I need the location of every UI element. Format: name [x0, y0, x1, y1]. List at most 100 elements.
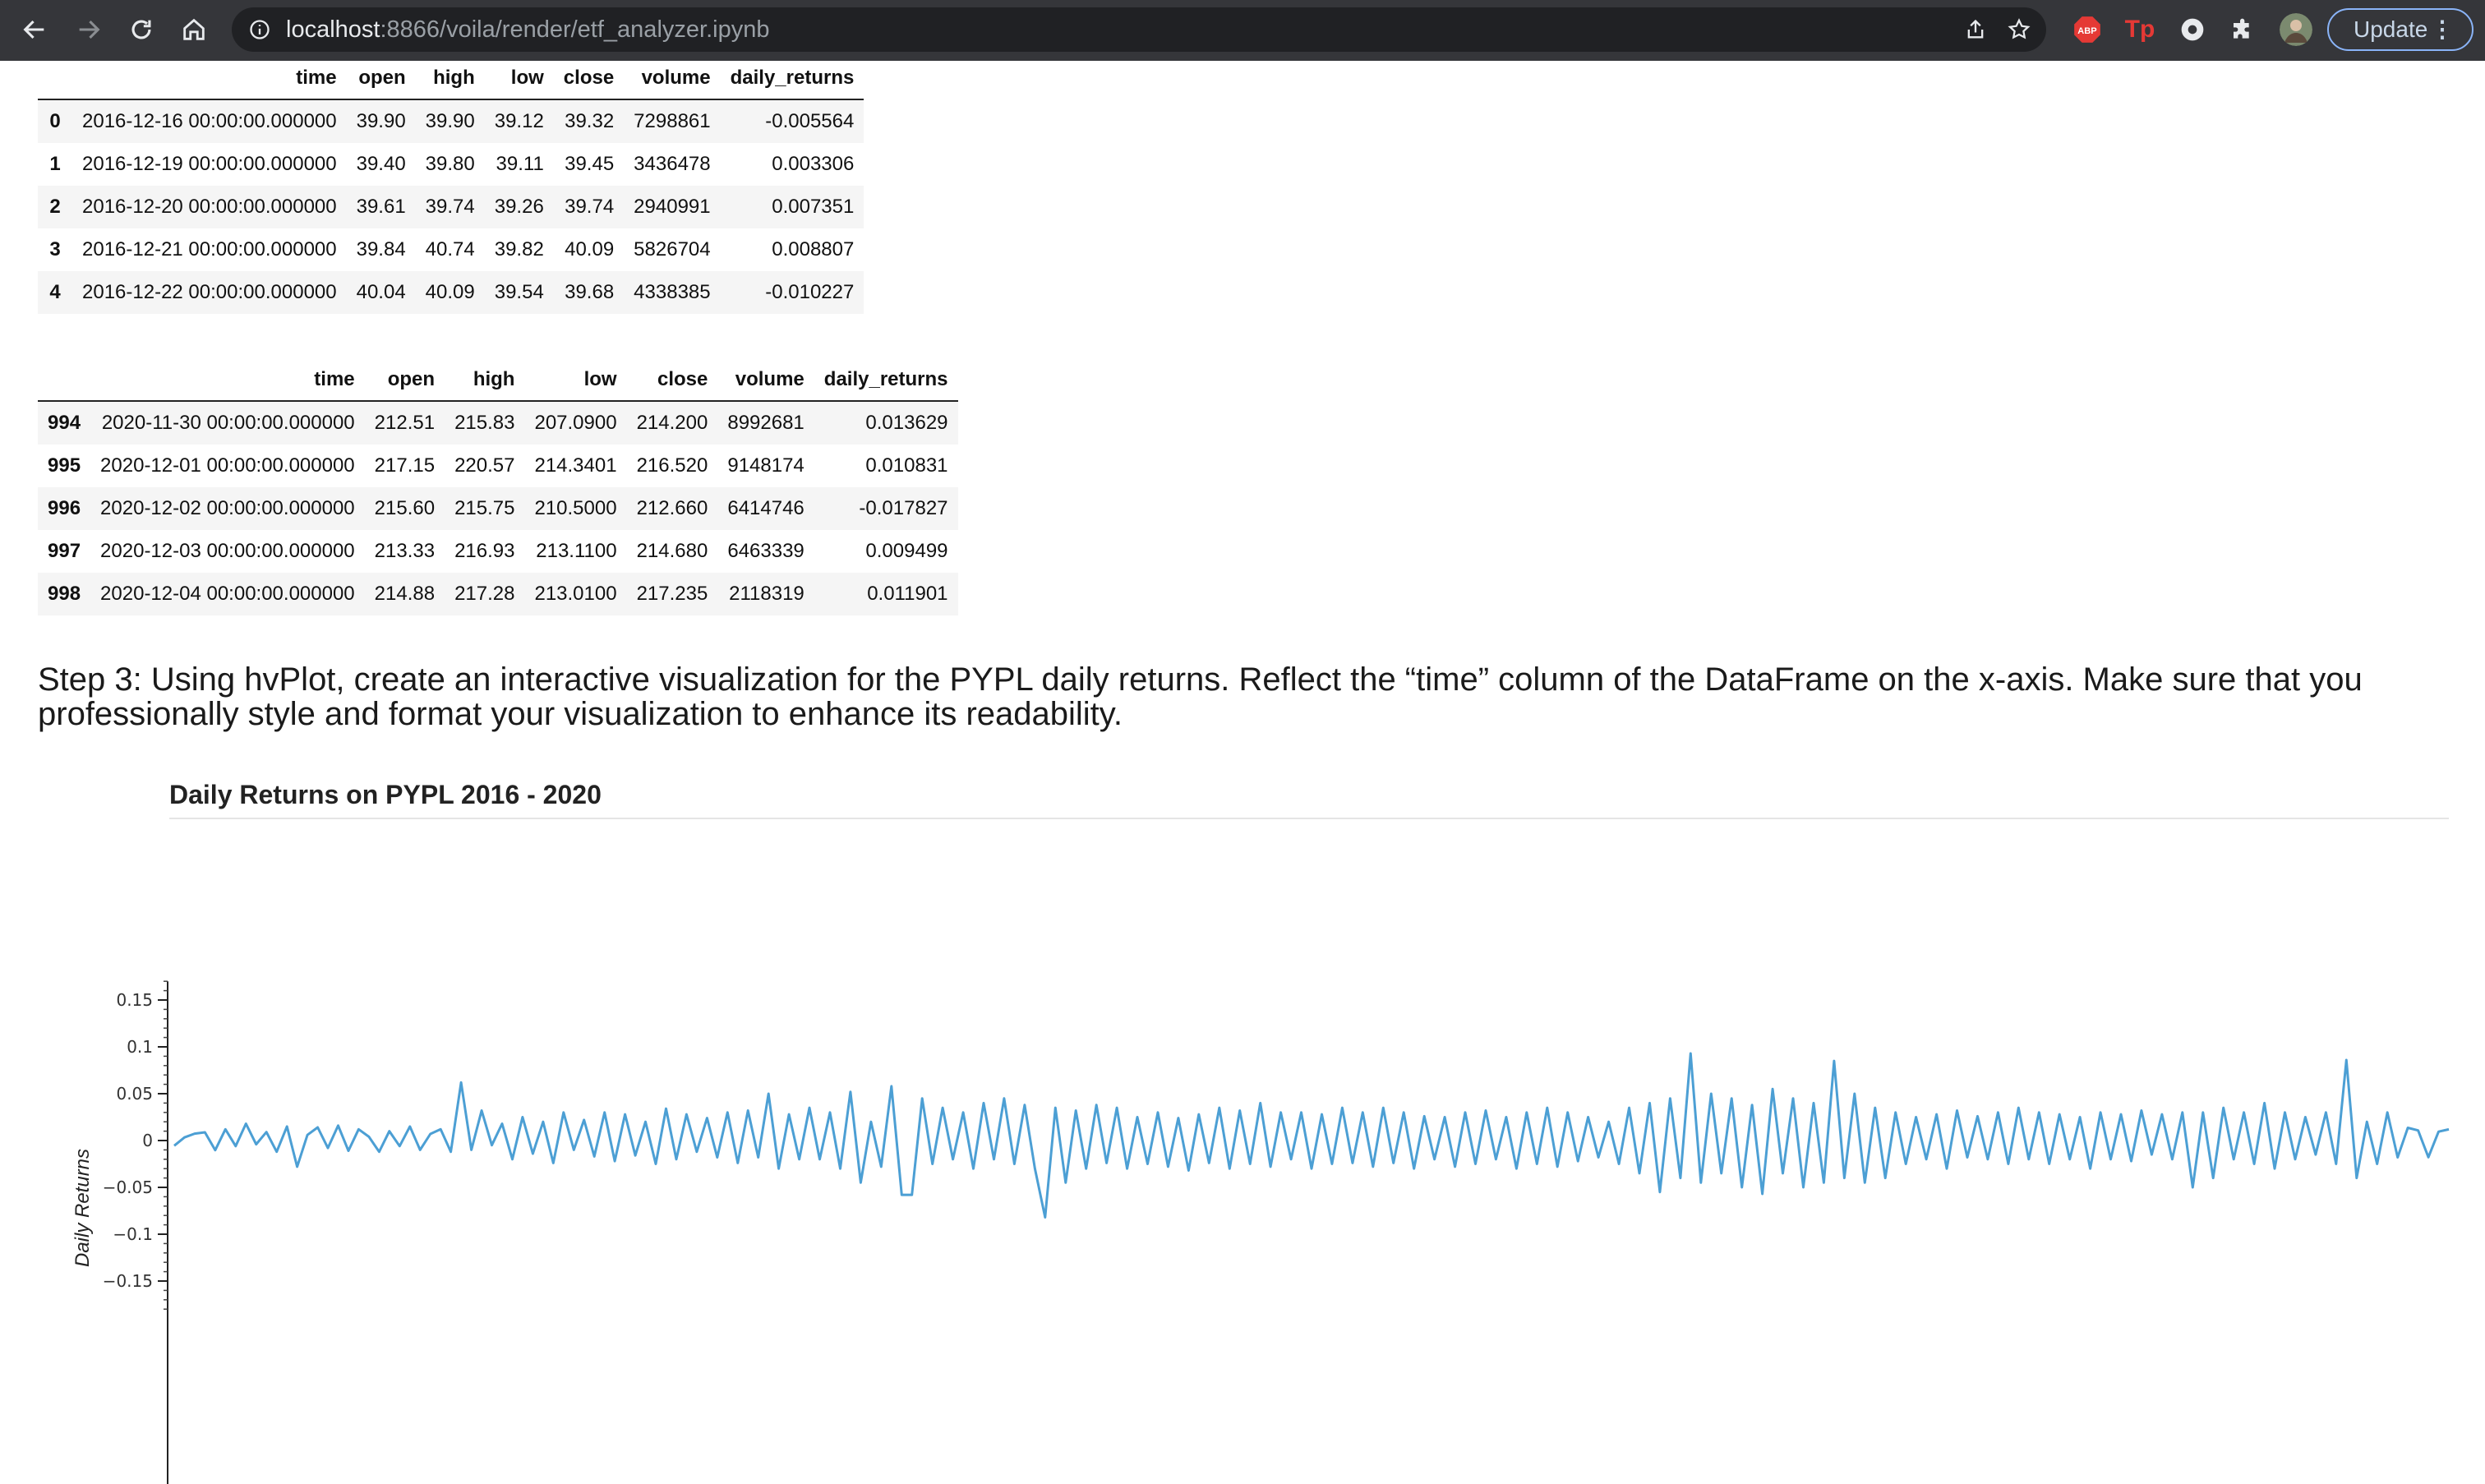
cell-time: 2016-12-19 00:00:00.000000 — [82, 153, 337, 175]
cell-high: 217.28 — [445, 573, 525, 615]
row-index: 4 — [38, 271, 72, 314]
daily-returns-chart[interactable]: Daily Returns on PYPL 2016 - 2020 0.150.… — [0, 764, 2485, 1484]
table-row: 995 2020-12-01 00:00:00.000000 217.15 22… — [38, 445, 958, 487]
cell-high: 39.80 — [425, 153, 475, 175]
circle-extension-icon[interactable] — [2176, 13, 2209, 46]
adblock-plus-icon[interactable]: ABP — [2071, 13, 2104, 46]
table-row: 2 2016-12-20 00:00:00.000000 39.61 39.74… — [38, 186, 864, 228]
column-header-daily-returns: daily_returns — [814, 359, 958, 402]
cell-open: 217.15 — [374, 454, 436, 477]
column-header-volume: volume — [624, 58, 721, 100]
cell-close: 217.235 — [626, 573, 718, 615]
cell-high: 216.93 — [454, 540, 515, 562]
puzzle-icon[interactable] — [2227, 13, 2260, 46]
column-header-time: time — [72, 58, 347, 100]
series-line-daily-returns[interactable] — [173, 1052, 2450, 1219]
y-tick-label: 0.15 — [116, 990, 153, 1010]
profile-avatar[interactable] — [2280, 13, 2312, 46]
bookmark-star-icon[interactable] — [2007, 17, 2031, 46]
cell-close: 212.660 — [626, 487, 718, 530]
cell-daily-returns: 0.011901 — [814, 573, 958, 615]
y-tick-label: 0.05 — [116, 1084, 153, 1104]
cell-low: 207.0900 — [524, 401, 627, 445]
cell-volume: 6463339 — [727, 540, 805, 562]
cell-open: 215.60 — [364, 487, 445, 530]
column-header-open: open — [346, 58, 416, 100]
cell-daily-returns: -0.010227 — [720, 271, 864, 314]
cell-close: 214.200 — [626, 401, 718, 445]
cell-low: 39.82 — [494, 238, 544, 260]
cell-time: 2016-12-21 00:00:00.000000 — [82, 238, 337, 260]
update-label: Update — [2354, 16, 2428, 42]
cell-close: 39.32 — [553, 99, 625, 143]
column-header-high: high — [445, 359, 525, 402]
y-tick-label: 0.1 — [127, 1037, 153, 1057]
cell-low: 39.11 — [496, 153, 544, 175]
column-header-high: high — [415, 58, 485, 100]
reload-icon[interactable] — [123, 12, 159, 48]
cell-low: 213.1100 — [536, 540, 617, 562]
row-index: 994 — [38, 401, 91, 445]
y-tick-label: −0.05 — [103, 1178, 153, 1197]
cell-time: 2016-12-16 00:00:00.000000 — [72, 99, 347, 143]
table-row: 994 2020-11-30 00:00:00.000000 212.51 21… — [38, 401, 958, 445]
cell-daily-returns: 0.013629 — [814, 401, 958, 445]
cell-volume: 8992681 — [717, 401, 814, 445]
tp-icon[interactable]: Tp — [2123, 13, 2156, 46]
cell-time: 2016-12-22 00:00:00.000000 — [72, 271, 347, 314]
cell-volume: 9148174 — [727, 454, 805, 477]
dataframe-head-table: time open high low close volume daily_re… — [38, 58, 864, 314]
cell-open: 40.04 — [346, 271, 416, 314]
row-index: 0 — [38, 99, 72, 143]
back-icon[interactable] — [16, 12, 53, 48]
cell-close: 214.680 — [636, 540, 708, 562]
home-icon[interactable] — [176, 12, 212, 48]
table-row: 1 2016-12-19 00:00:00.000000 39.40 39.80… — [38, 143, 864, 186]
index-header — [38, 58, 72, 100]
column-header-low: low — [484, 58, 554, 100]
step-3-heading: Step 3: Using hvPlot, create an interact… — [38, 661, 2363, 732]
cell-high: 215.75 — [445, 487, 525, 530]
cell-close: 39.45 — [565, 153, 615, 175]
plot-area[interactable] — [173, 1052, 2450, 1219]
cell-open: 212.51 — [364, 401, 445, 445]
column-header-time: time — [90, 359, 365, 402]
y-tick-label: 0 — [142, 1131, 153, 1150]
cell-close: 39.74 — [553, 186, 625, 228]
cell-high: 39.90 — [415, 99, 485, 143]
update-button[interactable]: Update ⋮ — [2327, 8, 2473, 51]
row-index: 3 — [49, 238, 61, 260]
column-header-open: open — [364, 359, 445, 402]
site-info-icon[interactable] — [248, 18, 271, 45]
cell-low: 39.12 — [484, 99, 554, 143]
cell-daily-returns: 0.007351 — [720, 186, 864, 228]
table-row: 4 2016-12-22 00:00:00.000000 40.04 40.09… — [38, 271, 864, 314]
row-index: 2 — [38, 186, 72, 228]
cell-low: 39.26 — [484, 186, 554, 228]
cell-open: 39.40 — [356, 153, 406, 175]
dataframe-tail-table: time open high low close volume daily_re… — [38, 359, 958, 615]
cell-open: 39.84 — [356, 238, 406, 260]
cell-low: 210.5000 — [524, 487, 627, 530]
y-axis-label: Daily Returns — [71, 1149, 94, 1267]
table-row: 996 2020-12-02 00:00:00.000000 215.60 21… — [38, 487, 958, 530]
address-bar[interactable]: localhost:8866/voila/render/etf_analyzer… — [232, 7, 2046, 52]
column-header-close: close — [626, 359, 718, 402]
cell-volume: 6414746 — [717, 487, 814, 530]
table-row: 0 2016-12-16 00:00:00.000000 39.90 39.90… — [38, 99, 864, 143]
share-icon[interactable] — [1964, 18, 1987, 45]
row-index: 997 — [48, 540, 81, 562]
table-row: 3 2016-12-21 00:00:00.000000 39.84 40.74… — [38, 228, 864, 271]
cell-daily-returns: -0.017827 — [814, 487, 958, 530]
cell-daily-returns: 0.008807 — [772, 238, 855, 260]
table-header-row: time open high low close volume daily_re… — [38, 359, 958, 402]
cell-low: 39.54 — [484, 271, 554, 314]
y-axis: 0.15 0.1 0.05 0 −0.05 −0.1 −0.15 — [103, 980, 168, 1484]
cell-open: 213.33 — [374, 540, 436, 562]
cell-high: 220.57 — [454, 454, 515, 477]
forward-icon[interactable] — [71, 12, 107, 48]
cell-daily-returns: 0.003306 — [772, 153, 855, 175]
cell-volume: 2940991 — [624, 186, 721, 228]
url-text[interactable]: localhost:8866/voila/render/etf_analyzer… — [286, 7, 769, 52]
cell-open: 39.90 — [346, 99, 416, 143]
